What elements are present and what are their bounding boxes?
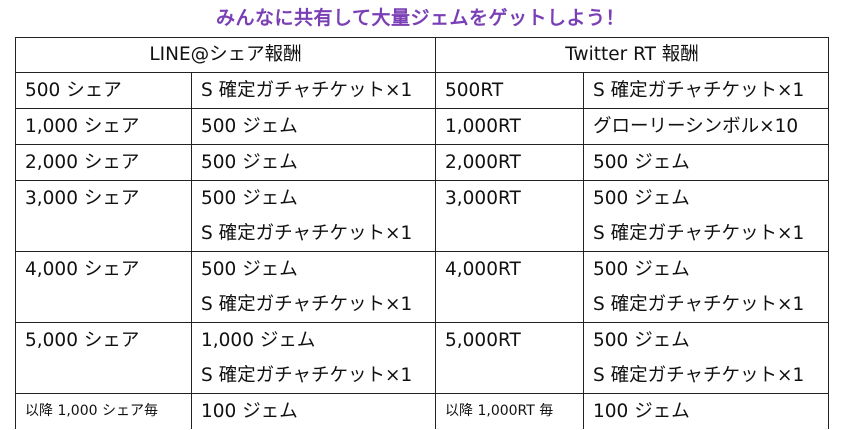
reward-item: グローリーシンボル×10 <box>593 116 799 137</box>
reward-item: 500 ジェム <box>201 188 298 209</box>
line-rewards: 500 ジェム S 確定ガチャチケット×1 <box>190 180 437 252</box>
reward-item: 500 ジェム <box>201 116 298 137</box>
twitter-rewards: 500 ジェム S 確定ガチャチケット×1 <box>583 322 830 394</box>
reward-item: 500 ジェム <box>593 259 690 280</box>
reward-item: 100 ジェム <box>201 401 298 422</box>
table-row: 2,000 シェア 500 ジェム 2,000RT 500 ジェム <box>15 144 830 181</box>
twitter-threshold: 5,000RT <box>435 322 585 394</box>
header-row: LINE@シェア報酬 Twitter RT 報酬 <box>14 37 830 73</box>
line-threshold: 500 シェア <box>15 72 192 109</box>
line-threshold: 4,000 シェア <box>15 251 192 323</box>
line-threshold: 3,000 シェア <box>15 180 192 252</box>
twitter-rewards: グローリーシンボル×10 <box>583 108 830 145</box>
reward-item: S 確定ガチャチケット×1 <box>593 294 805 315</box>
line-rewards: 1,000 ジェム S 確定ガチャチケット×1 <box>190 322 437 394</box>
reward-item: S 確定ガチャチケット×1 <box>593 365 805 386</box>
line-rewards: 500 ジェム S 確定ガチャチケット×1 <box>190 251 437 323</box>
twitter-header: Twitter RT 報酬 <box>435 37 830 73</box>
table-row: 500 シェア S 確定ガチャチケット×1 500RT S 確定ガチャチケット×1 <box>15 72 830 109</box>
reward-item: 500 ジェム <box>593 330 690 351</box>
line-threshold: 5,000 シェア <box>15 322 192 394</box>
reward-item: S 確定ガチャチケット×1 <box>201 294 413 315</box>
twitter-threshold: 以降 1,000RT 毎 <box>435 393 585 429</box>
twitter-rewards: S 確定ガチャチケット×1 <box>583 72 830 109</box>
table-row: 3,000 シェア 500 ジェム S 確定ガチャチケット×1 3,000RT 500 … <box>15 180 830 252</box>
reward-item: S 確定ガチャチケット×1 <box>201 365 413 386</box>
table-row: 1,000 シェア 500 ジェム 1,000RT グローリーシンボル×10 <box>15 108 830 145</box>
twitter-threshold: 500RT <box>435 72 585 109</box>
line-threshold: 1,000 シェア <box>15 108 192 145</box>
reward-item: 500 ジェム <box>593 188 690 209</box>
twitter-threshold: 4,000RT <box>435 251 585 323</box>
reward-item: 500 ジェム <box>593 152 690 173</box>
twitter-threshold: 1,000RT <box>435 108 585 145</box>
page-headline: みんなに共有して大量ジェムをゲットしよう！ <box>216 7 625 29</box>
table-row: 4,000 シェア 500 ジェム S 確定ガチャチケット×1 4,000RT 500 … <box>15 251 830 323</box>
line-rewards: S 確定ガチャチケット×1 <box>190 72 437 109</box>
line-header: LINE@シェア報酬 <box>14 37 437 73</box>
reward-item: S 確定ガチャチケット×1 <box>593 223 805 244</box>
twitter-rewards: 500 ジェム S 確定ガチャチケット×1 <box>583 180 830 252</box>
table-row: 5,000 シェア 1,000 ジェム S 確定ガチャチケット×1 5,000RT 50… <box>15 322 830 394</box>
reward-table: LINE@シェア報酬 Twitter RT 報酬 500 シェア S 確定ガチャチ… <box>14 37 830 429</box>
line-threshold: 以降 1,000 シェア毎 <box>15 393 192 429</box>
reward-item: 1,000 ジェム <box>201 330 316 351</box>
twitter-rewards: 500 ジェム S 確定ガチャチケット×1 <box>583 251 830 323</box>
line-threshold: 2,000 シェア <box>15 144 192 181</box>
twitter-threshold: 2,000RT <box>435 144 585 181</box>
line-rewards: 100 ジェム <box>190 393 437 429</box>
reward-item: 500 ジェム <box>201 259 298 280</box>
reward-item: 100 ジェム <box>593 401 690 422</box>
line-rewards: 500 ジェム <box>190 108 437 145</box>
line-rewards: 500 ジェム <box>190 144 437 181</box>
reward-item: S 確定ガチャチケット×1 <box>201 80 413 101</box>
twitter-threshold: 3,000RT <box>435 180 585 252</box>
reward-item: 500 ジェム <box>201 152 298 173</box>
twitter-rewards: 100 ジェム <box>583 393 830 429</box>
reward-item: S 確定ガチャチケット×1 <box>201 223 413 244</box>
twitter-rewards: 500 ジェム <box>583 144 830 181</box>
reward-item: S 確定ガチャチケット×1 <box>593 80 805 101</box>
table-row: 以降 1,000 シェア毎 100 ジェム 以降 1,000RT 毎 100 ジェム <box>15 393 830 429</box>
